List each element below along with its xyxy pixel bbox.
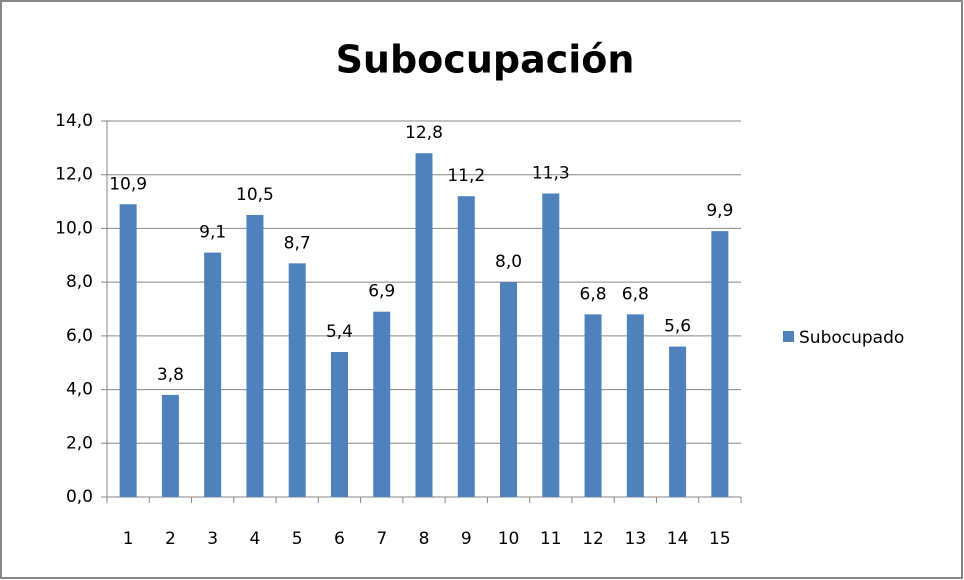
y-tick-label: 14,0 bbox=[55, 111, 93, 131]
bar bbox=[204, 252, 222, 497]
x-tick-label: 2 bbox=[165, 529, 176, 549]
data-label: 8,0 bbox=[495, 252, 522, 272]
bar bbox=[584, 314, 602, 497]
y-tick-label: 4,0 bbox=[66, 380, 93, 400]
x-tick-label: 3 bbox=[207, 529, 218, 549]
data-label: 5,4 bbox=[326, 322, 353, 342]
x-tick-label: 12 bbox=[582, 529, 604, 549]
bar bbox=[711, 231, 729, 497]
legend-label: Subocupado bbox=[799, 328, 904, 348]
data-label: 6,9 bbox=[368, 282, 395, 302]
bar bbox=[161, 394, 179, 497]
x-tick-label: 10 bbox=[498, 529, 520, 549]
x-tick-label: 14 bbox=[667, 529, 689, 549]
bar bbox=[330, 351, 348, 497]
y-tick-label: 6,0 bbox=[66, 326, 93, 346]
data-label: 9,1 bbox=[199, 223, 226, 243]
data-label: 6,8 bbox=[622, 284, 649, 304]
bar bbox=[542, 193, 560, 497]
bar bbox=[415, 153, 433, 497]
bar bbox=[500, 282, 518, 497]
bar bbox=[373, 311, 391, 497]
data-label: 6,8 bbox=[580, 284, 607, 304]
x-tick-label: 5 bbox=[292, 529, 303, 549]
y-tick-label: 8,0 bbox=[66, 272, 93, 292]
data-label: 3,8 bbox=[157, 365, 184, 385]
y-tick-label: 12,0 bbox=[55, 165, 93, 185]
x-tick-label: 9 bbox=[461, 529, 472, 549]
y-tick-label: 10,0 bbox=[55, 218, 93, 238]
bar bbox=[626, 314, 644, 497]
data-label: 12,8 bbox=[405, 123, 443, 143]
data-label: 9,9 bbox=[706, 201, 733, 221]
bar bbox=[669, 346, 687, 497]
bar bbox=[246, 215, 264, 497]
bar bbox=[288, 263, 306, 497]
data-label: 5,6 bbox=[664, 317, 691, 337]
bar bbox=[457, 196, 475, 497]
x-tick-label: 15 bbox=[709, 529, 731, 549]
chart-title: Subocupación bbox=[336, 38, 635, 82]
data-label: 10,5 bbox=[236, 185, 274, 205]
x-tick-label: 6 bbox=[334, 529, 345, 549]
x-tick-label: 7 bbox=[376, 529, 387, 549]
data-label: 8,7 bbox=[284, 233, 311, 253]
data-label: 11,2 bbox=[447, 166, 485, 186]
x-tick-label: 1 bbox=[123, 529, 134, 549]
y-tick-label: 2,0 bbox=[66, 433, 93, 453]
bar bbox=[119, 204, 137, 497]
y-tick-label: 0,0 bbox=[66, 487, 93, 507]
x-tick-label: 13 bbox=[625, 529, 647, 549]
x-tick-label: 8 bbox=[419, 529, 430, 549]
data-label: 11,3 bbox=[532, 164, 570, 184]
legend-swatch bbox=[783, 331, 794, 342]
x-tick-label: 11 bbox=[540, 529, 562, 549]
x-tick-label: 4 bbox=[250, 529, 261, 549]
data-label: 10,9 bbox=[109, 174, 147, 194]
